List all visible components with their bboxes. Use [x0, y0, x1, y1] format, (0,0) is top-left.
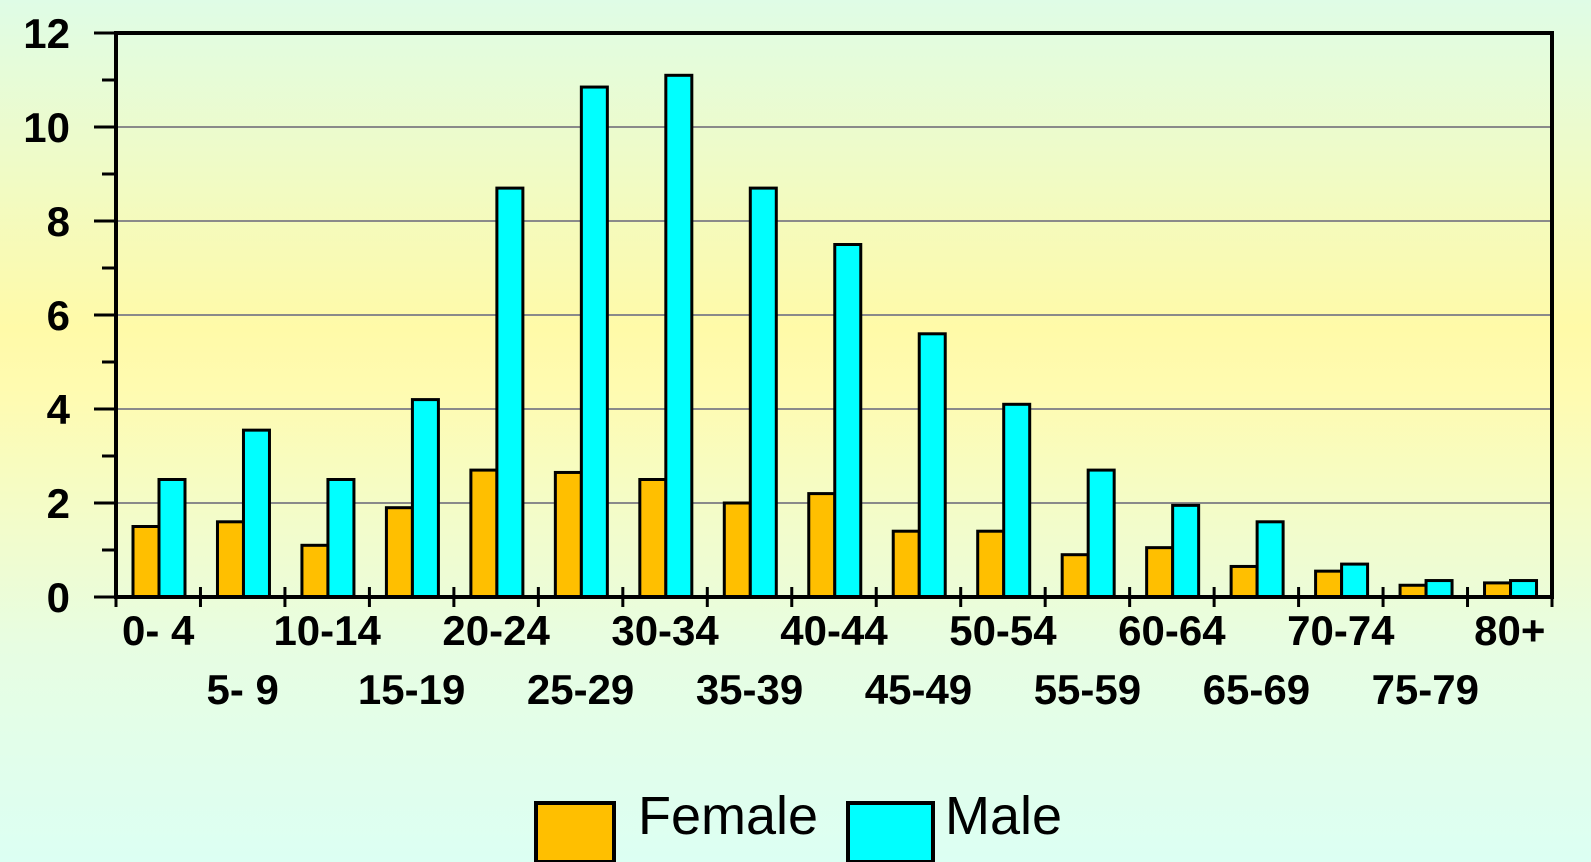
x-tick-label: 25-29: [527, 666, 634, 713]
y-axis-tick-labels: 0 2 4 6 8 10 12: [23, 10, 70, 621]
legend-swatch-female: [534, 801, 616, 862]
bar-male: [1255, 520, 1285, 599]
bar-female: [553, 470, 583, 599]
axes: [94, 31, 1554, 607]
x-tick-label: 75-79: [1372, 666, 1479, 713]
bar-male: [410, 398, 440, 599]
x-tick-label: 60-64: [1118, 607, 1226, 654]
bar-female: [1314, 569, 1344, 599]
bar-male: [833, 243, 863, 599]
y-tick-label: 6: [47, 292, 70, 339]
x-tick-label: 10-14: [273, 607, 381, 654]
bar-female: [1060, 553, 1090, 599]
x-tick-label: 5- 9: [207, 666, 279, 713]
x-tick-label: 30-34: [611, 607, 719, 654]
x-tick-label: 65-69: [1203, 666, 1310, 713]
bar-female: [469, 468, 499, 599]
legend-label-female: Female: [638, 786, 818, 846]
x-axis-tick-labels: 0- 4 5- 9 10-14 15-19 20-24 25-29 30-34 35-39 40…: [122, 607, 1545, 713]
bar-female: [1145, 546, 1175, 599]
y-tick-label: 8: [47, 198, 70, 245]
x-tick-label: 0- 4: [122, 607, 195, 654]
bar-male: [1509, 579, 1539, 599]
bar-male: [1424, 579, 1454, 599]
bar-female: [638, 478, 668, 599]
x-tick-label: 40-44: [780, 607, 888, 654]
bar-female: [807, 492, 837, 599]
bar-male: [1002, 402, 1032, 599]
y-tick-label: 10: [23, 104, 70, 151]
x-tick-label: 35-39: [696, 666, 803, 713]
bar-male: [495, 186, 525, 599]
y-tick-label: 4: [47, 386, 71, 433]
bar-male: [917, 332, 947, 599]
bar-male: [241, 428, 271, 599]
x-tick-label: 70-74: [1287, 607, 1395, 654]
bar-female: [215, 520, 245, 599]
legend-label-male: Male: [945, 786, 1062, 846]
x-tick-label: 50-54: [949, 607, 1057, 654]
x-tick-label: 15-19: [358, 666, 465, 713]
bars: [131, 73, 1539, 599]
bar-female: [722, 501, 752, 599]
bar-male: [748, 186, 778, 599]
bar-female: [384, 506, 414, 599]
bar-male: [1086, 468, 1116, 599]
bar-male: [1171, 503, 1201, 599]
bar-male: [1340, 562, 1370, 599]
y-tick-label: 0: [47, 574, 70, 621]
bar-male: [664, 73, 694, 599]
legend-swatch-male: [846, 801, 935, 862]
bar-female: [891, 529, 921, 599]
bar-male: [579, 85, 609, 599]
bar-male: [157, 478, 187, 599]
legend: Female Male: [534, 786, 1062, 862]
bar-male: [326, 478, 356, 599]
bar-female: [300, 543, 330, 599]
y-tick-label: 12: [23, 10, 70, 57]
bar-female: [1229, 564, 1259, 599]
x-tick-label: 45-49: [865, 666, 972, 713]
x-tick-label: 55-59: [1034, 666, 1141, 713]
y-tick-label: 2: [47, 480, 70, 527]
bar-female: [131, 525, 161, 599]
bar-female: [1483, 581, 1513, 599]
x-tick-label: 20-24: [442, 607, 550, 654]
x-tick-label: 80+: [1474, 607, 1545, 654]
bar-female: [976, 529, 1006, 599]
